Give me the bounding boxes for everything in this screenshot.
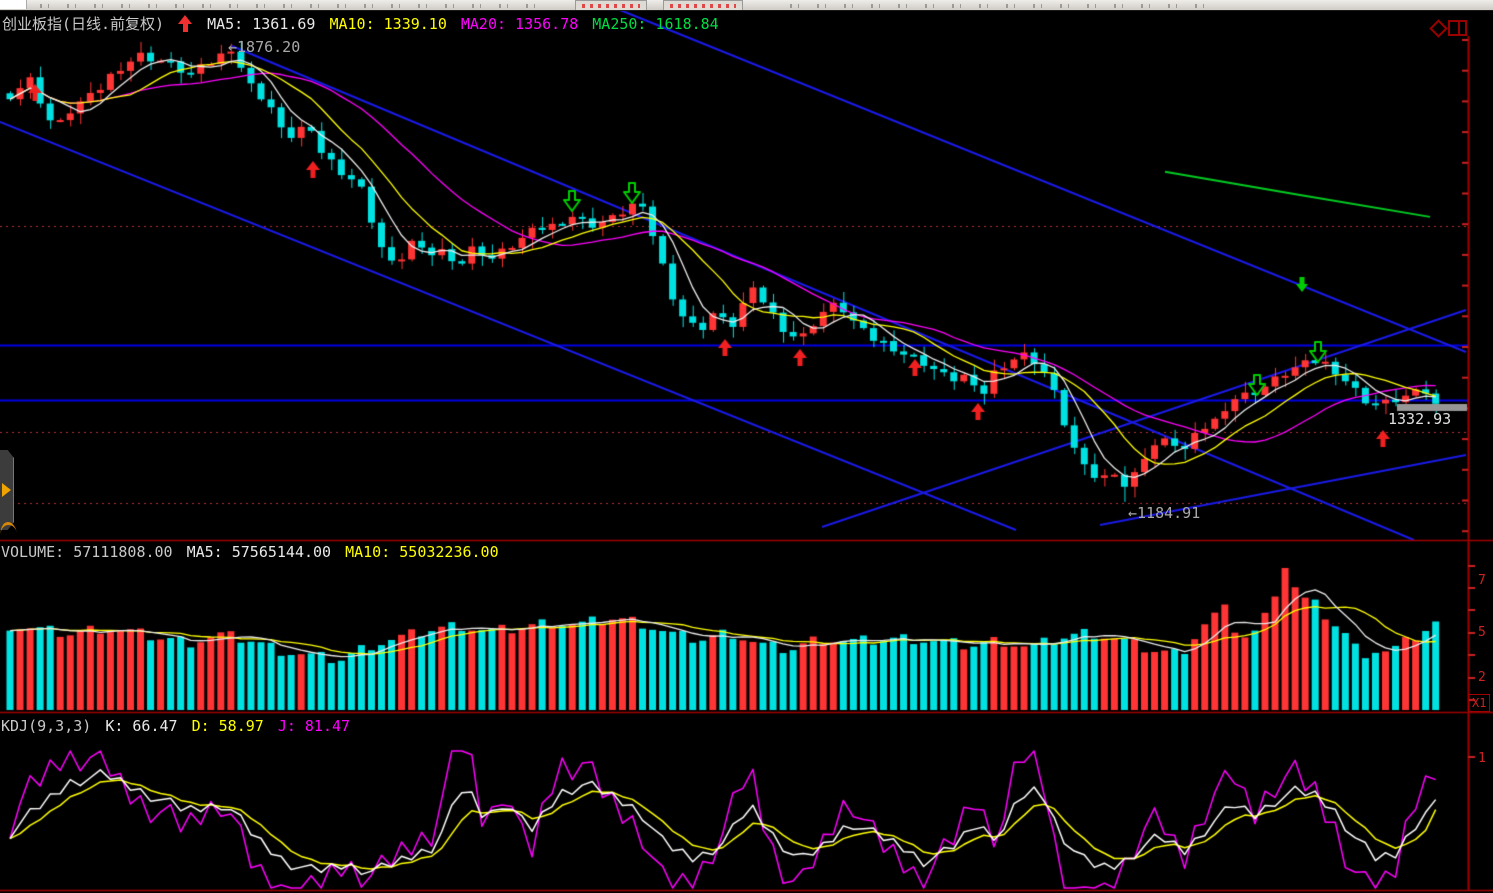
- volume-axis-label-2: 5: [1478, 625, 1486, 640]
- kdj-pane-header: KDJ(9,3,3) K: 66.47 D: 58.97 J: 81.47: [1, 717, 350, 735]
- split-window-icon[interactable]: [1448, 20, 1467, 36]
- volume-pane-header: VOLUME: 57111808.00 MA5: 57565144.00 MA1…: [1, 543, 499, 561]
- volume-ma5-label: MA5: 57565144.00: [186, 543, 332, 561]
- left-arrow-icon: ←: [1128, 504, 1138, 522]
- ma5-label: MA5: 1361.69: [207, 14, 316, 33]
- volume-axis-label-1: 7: [1478, 573, 1486, 588]
- volume-label: VOLUME: 57111808.00: [1, 543, 173, 561]
- instrument-title: 创业板指(日线.前复权): [2, 15, 165, 33]
- ma250-label: MA250: 1618.84: [592, 14, 719, 33]
- kdj-d-label: D: 58.97: [191, 717, 264, 735]
- menu-bar[interactable]: [0, 0, 1493, 11]
- high-annotation: ←1876.20: [228, 38, 301, 56]
- right-triangle-icon: [2, 483, 11, 497]
- expand-panel-handle[interactable]: [0, 450, 14, 530]
- kdj-axis-label: 1: [1478, 751, 1486, 766]
- kdj-indicator-label: KDJ(9,3,3): [1, 717, 92, 735]
- menu-items-cropped-right[interactable]: [790, 4, 1210, 8]
- toolbar-red-button-2[interactable]: [663, 0, 743, 10]
- low-annotation: ←1184.91: [1128, 504, 1201, 522]
- menu-items-cropped[interactable]: [40, 4, 540, 8]
- ma10-label: MA10: 1339.10: [329, 14, 447, 33]
- volume-axis-label-3: 2: [1478, 670, 1486, 685]
- up-arrow-icon: [178, 15, 193, 32]
- left-arrow-icon: ←: [228, 38, 238, 56]
- volume-axis-multiplier: X1: [1468, 694, 1491, 712]
- ma20-label: MA20: 1356.78: [460, 14, 579, 33]
- volume-ma10-label: MA10: 55032236.00: [345, 543, 499, 561]
- last-price-label: 1332.93: [1388, 410, 1452, 428]
- price-pane-header: 创业板指(日线.前复权) MA5: 1361.69 MA10: 1339.10 …: [2, 13, 719, 34]
- menu-start-box: [0, 0, 27, 9]
- kdj-k-label: K: 66.47: [105, 717, 178, 735]
- kdj-j-label: J: 81.47: [277, 717, 351, 735]
- toolbar-red-button-1[interactable]: [575, 0, 647, 10]
